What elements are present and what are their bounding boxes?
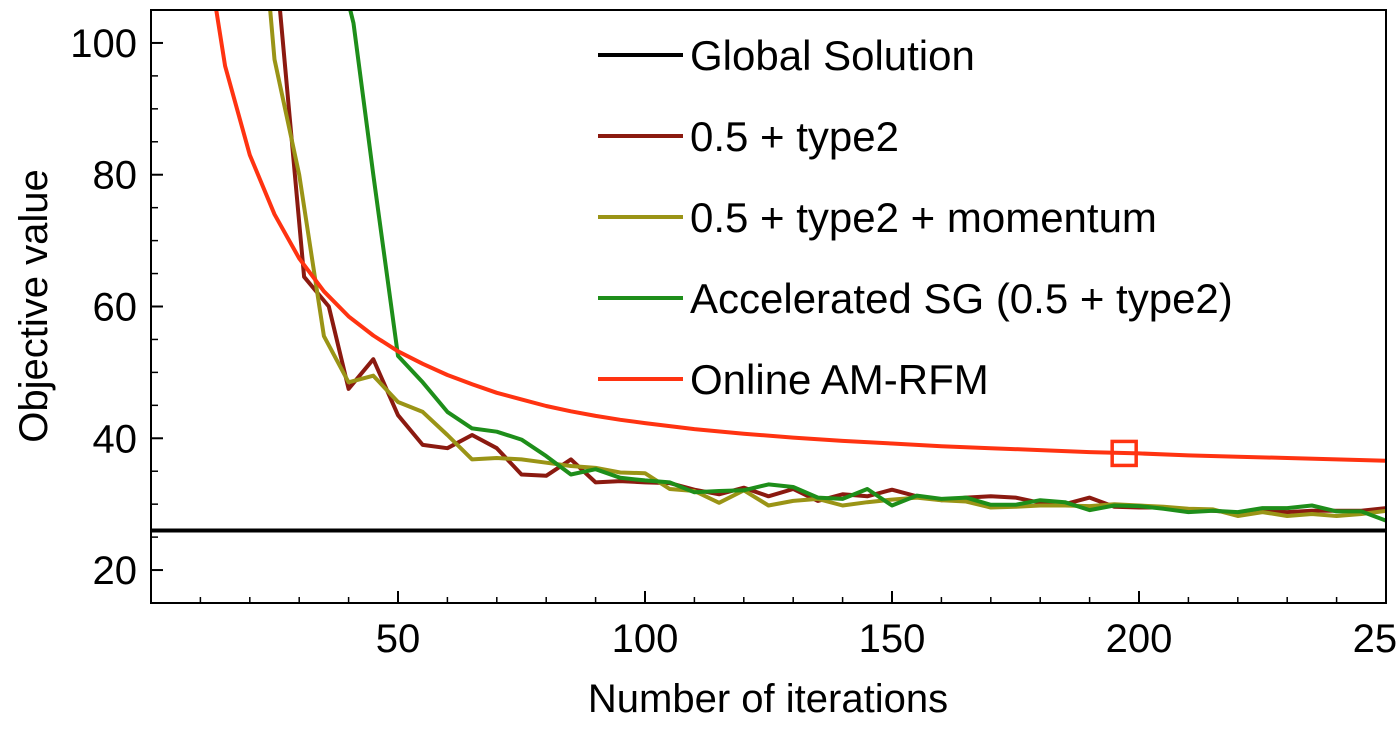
x-tick-label: 50 <box>376 617 421 661</box>
y-tick-label: 20 <box>93 549 138 593</box>
legend-label: Accelerated SG (0.5 + type2) <box>690 275 1233 322</box>
x-tick-label: 200 <box>1106 617 1173 661</box>
series-line-0-5-type2 <box>277 10 1386 515</box>
legend-label: 0.5 + type2 <box>690 113 899 160</box>
x-tick-label: 250 <box>1353 617 1398 661</box>
plot-frame <box>150 9 1387 604</box>
y-tick-label: 40 <box>93 417 138 461</box>
legend: Global Solution 0.5 + type2 0.5 + type2 + … <box>598 32 1233 403</box>
square-marker <box>1110 439 1138 468</box>
x-axis-title: Number of iterations <box>588 677 948 721</box>
series-line-accelerated-sg-0-5-type2 <box>348 10 1386 523</box>
series-line-online-am-rfm <box>214 10 1386 463</box>
legend-label: 0.5 + type2 + momentum <box>690 194 1157 241</box>
y-tick-label: 80 <box>93 154 138 198</box>
annotations <box>1110 439 1138 468</box>
y-tick-label: 60 <box>93 286 138 330</box>
y-tick-label: 100 <box>70 22 137 66</box>
series-lines <box>151 10 1386 533</box>
tick-labels: 50 100 150 200 250 20 40 60 80 100 <box>70 22 1398 661</box>
legend-label: Online AM-RFM <box>690 356 989 403</box>
y-axis-title: Objective value <box>12 169 56 442</box>
x-tick-label: 150 <box>859 617 926 661</box>
x-tick-label: 100 <box>612 617 679 661</box>
legend-label: Global Solution <box>690 32 975 79</box>
